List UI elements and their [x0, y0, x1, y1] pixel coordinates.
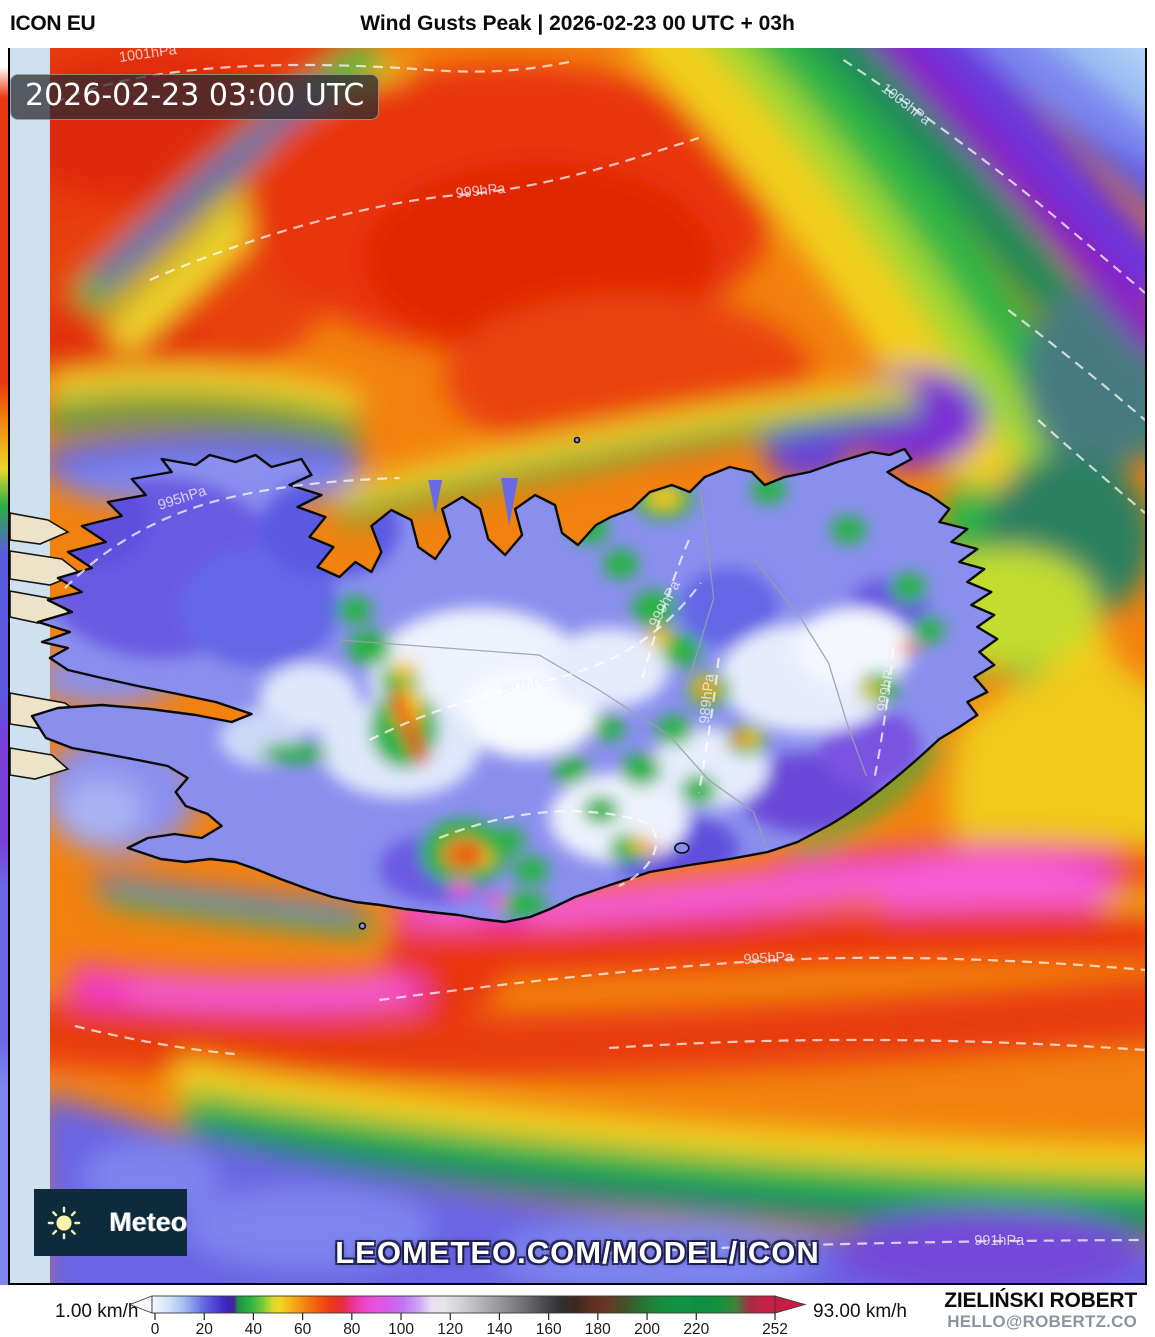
legend-tick-label: 220	[683, 1321, 709, 1337]
isobar-label: 991hPa	[974, 1233, 1025, 1249]
logo-label: Meteo	[108, 1207, 187, 1237]
page-title: Wind Gusts Peak | 2026-02-23 00 UTC + 03…	[360, 12, 795, 35]
isobar-label: 999hPa	[455, 181, 507, 202]
legend-max-label: 93.00 km/h	[813, 1301, 907, 1322]
iceland-coastline	[30, 447, 999, 924]
weather-map: 1001hPa 999hPa 1003hPa 995hPa 997hPa 999hPa 98…	[8, 48, 1147, 1285]
valid-time-overlay: 2026-02-23 03:00 UTC	[10, 74, 380, 120]
model-domain-edge-strip	[10, 48, 50, 1283]
isobar-label: 989hPa	[697, 672, 718, 724]
legend-colorbar: 0 20 40 60 80 100 120 140 160 180 200 220 252	[128, 1295, 807, 1337]
legend-tick-label: 140	[487, 1321, 513, 1337]
watermark: LEOMETEO.COM/MODEL/ICON	[335, 1235, 820, 1270]
author-name: ZIELIŃSKI ROBERT	[944, 1289, 1137, 1312]
legend-tick-label: 100	[388, 1321, 414, 1337]
isobar-label: 995hPa	[743, 949, 795, 968]
legend-tick-label: 160	[536, 1321, 562, 1337]
author-contact: HELLO@ROBERTZ.CO	[947, 1312, 1137, 1331]
legend-tick-label: 60	[294, 1321, 312, 1337]
fjord-water	[428, 478, 519, 526]
wind-gust-field: 1001hPa999hPa1003hPa995hPa997hPa999hPa98…	[10, 48, 1145, 1283]
legend-tick-label: 80	[343, 1321, 361, 1337]
legend-tick-label: 120	[437, 1321, 463, 1337]
isobar-label: 997hPa	[499, 674, 552, 697]
legend-tick-label: 0	[151, 1321, 160, 1337]
site-logo: Meteo	[34, 1189, 187, 1256]
isobars	[39, 59, 1145, 1258]
legend-tick-label: 200	[634, 1321, 660, 1337]
offshore-islands	[358, 436, 690, 930]
region-borders	[339, 492, 868, 849]
ocean-wind-field	[10, 48, 1145, 1283]
model-name: ICON EU	[10, 12, 96, 35]
legend-tick-label: 180	[585, 1321, 611, 1337]
sun-icon	[47, 1206, 81, 1239]
legend-ticks: 0 20 40 60 80 100 120 140 160 180 200 220 252	[151, 1313, 788, 1337]
legend-tick-label: 20	[196, 1321, 214, 1337]
isobar-labels: 1001hPa999hPa1003hPa995hPa997hPa999hPa98…	[118, 48, 1025, 1249]
map-edge-sliver	[0, 48, 8, 1285]
legend-tick-label: 252	[762, 1321, 788, 1337]
legend-min-label: 1.00 km/h	[55, 1301, 139, 1322]
legend-tick-label: 40	[245, 1321, 263, 1337]
